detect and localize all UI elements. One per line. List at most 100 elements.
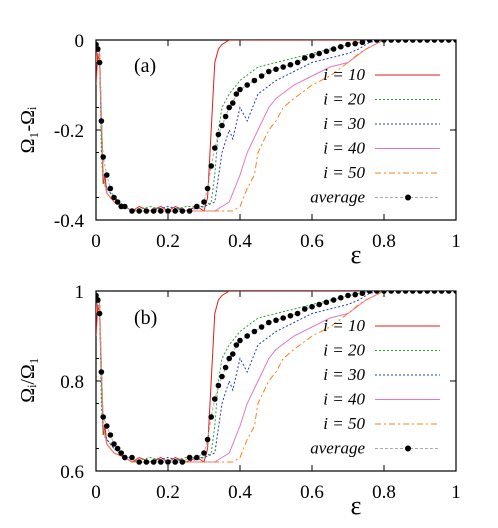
average-point bbox=[330, 46, 337, 52]
average-point bbox=[258, 324, 265, 330]
average-point bbox=[122, 203, 128, 210]
x-axis-label: ε bbox=[351, 491, 362, 520]
average-point bbox=[96, 292, 99, 299]
average-point bbox=[111, 194, 117, 201]
average-point bbox=[251, 328, 258, 335]
average-point bbox=[258, 73, 265, 79]
average-point bbox=[287, 61, 294, 68]
y-tick-label: -0.4 bbox=[54, 211, 85, 232]
legend-marker bbox=[405, 445, 411, 452]
average-point bbox=[287, 312, 294, 319]
average-point bbox=[165, 208, 171, 214]
legend-label: i = 10 bbox=[323, 65, 365, 84]
average-point bbox=[208, 414, 214, 420]
average-point bbox=[395, 291, 402, 294]
average-point bbox=[338, 43, 344, 50]
average-point bbox=[230, 351, 236, 357]
average-point bbox=[107, 432, 114, 438]
average-point bbox=[219, 373, 225, 380]
average-point bbox=[374, 291, 380, 294]
average-point bbox=[309, 52, 315, 59]
average-point bbox=[446, 40, 452, 43]
average-point bbox=[186, 454, 193, 461]
average-point bbox=[114, 445, 121, 452]
average-point bbox=[172, 459, 178, 465]
average-point bbox=[129, 208, 135, 214]
average-point bbox=[438, 40, 445, 43]
average-point bbox=[273, 317, 279, 324]
average-point bbox=[417, 291, 423, 294]
average-point bbox=[438, 291, 445, 294]
average-point bbox=[244, 82, 250, 88]
y-axis-label: Ω₁-Ωᵢ bbox=[17, 106, 39, 153]
average-point bbox=[424, 291, 430, 294]
average-point bbox=[453, 40, 456, 43]
average-point bbox=[388, 40, 394, 43]
legend-label: i = 20 bbox=[323, 341, 365, 360]
average-point bbox=[208, 163, 214, 169]
average-point bbox=[226, 355, 232, 362]
average-point bbox=[111, 441, 117, 447]
y-tick-label: -0.2 bbox=[54, 121, 84, 142]
average-point bbox=[194, 454, 200, 461]
x-tick-label: 1 bbox=[451, 231, 461, 252]
average-point bbox=[114, 199, 121, 205]
average-point bbox=[280, 64, 287, 70]
average-point bbox=[395, 40, 402, 43]
series-line-average bbox=[96, 291, 456, 463]
average-point bbox=[186, 208, 193, 214]
x-tick-label: 0.2 bbox=[156, 231, 180, 252]
average-point bbox=[104, 172, 110, 178]
average-point bbox=[316, 50, 323, 57]
average-point bbox=[179, 208, 186, 214]
average-point bbox=[431, 291, 438, 294]
average-point bbox=[294, 310, 301, 317]
average-point bbox=[100, 154, 106, 160]
average-point bbox=[338, 294, 344, 301]
average-point bbox=[201, 450, 207, 456]
average-point bbox=[266, 68, 272, 75]
x-tick-label: 0 bbox=[91, 231, 101, 252]
series-line-i-50 bbox=[96, 291, 456, 463]
x-tick-label: 0.4 bbox=[228, 482, 252, 503]
average-point bbox=[212, 396, 218, 402]
average-point bbox=[179, 459, 186, 465]
average-point bbox=[104, 423, 110, 429]
average-point bbox=[122, 454, 128, 461]
average-point bbox=[219, 122, 225, 129]
average-point bbox=[381, 291, 387, 294]
legend: i = 10 i = 20 i = 30 i = 40 i = 50 average bbox=[310, 65, 440, 207]
legend-label: i = 10 bbox=[323, 316, 365, 335]
average-point bbox=[374, 40, 380, 43]
average-point bbox=[266, 319, 272, 326]
panel-label: (a) bbox=[134, 55, 156, 77]
legend-label: i = 50 bbox=[323, 163, 365, 182]
average-point bbox=[212, 145, 218, 151]
average-point bbox=[172, 208, 178, 214]
average-point bbox=[381, 40, 387, 43]
x-tick-label: 0.4 bbox=[228, 231, 252, 252]
average-point bbox=[366, 291, 373, 294]
average-point bbox=[143, 208, 150, 214]
average-point bbox=[453, 291, 456, 294]
average-point bbox=[323, 48, 330, 55]
average-point bbox=[204, 436, 211, 443]
average-point bbox=[96, 59, 103, 66]
average-point bbox=[96, 297, 101, 303]
legend: i = 10 i = 20 i = 30 i = 40 i = 50 average bbox=[310, 316, 440, 458]
average-point bbox=[410, 40, 416, 43]
average-point bbox=[417, 40, 423, 43]
y-tick-label: 0 bbox=[75, 31, 85, 52]
average-point bbox=[226, 104, 232, 111]
x-tick-label: 0.8 bbox=[372, 231, 396, 252]
average-point bbox=[96, 46, 101, 52]
average-point bbox=[309, 303, 315, 310]
average-point bbox=[98, 118, 105, 124]
average-point bbox=[302, 55, 308, 61]
average-point bbox=[96, 41, 99, 48]
average-point bbox=[410, 291, 416, 294]
average-point bbox=[100, 414, 106, 420]
average-point bbox=[136, 208, 142, 214]
